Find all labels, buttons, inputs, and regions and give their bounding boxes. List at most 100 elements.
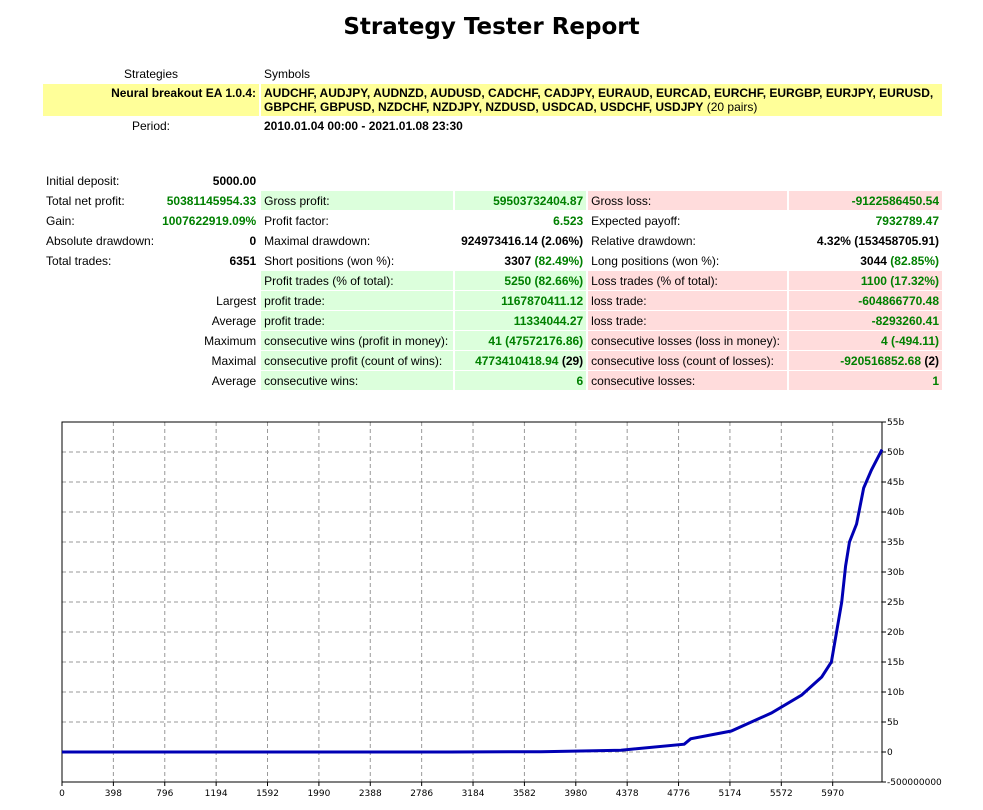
short-positions-pct: (82.49%)	[534, 253, 584, 268]
initial-deposit-value: 5000.00	[212, 173, 257, 188]
x-tick-label: 5174	[718, 789, 741, 799]
stats-table: Initial deposit: 5000.00 Total net profit…	[41, 170, 944, 391]
x-tick-label: 3582	[513, 789, 536, 799]
long-positions-pct: (82.85%)	[890, 253, 939, 268]
x-tick-label: 4776	[667, 789, 690, 799]
x-tick-label: 2786	[410, 789, 433, 799]
expected-payoff-value: 7932789.47	[875, 213, 939, 228]
x-tick-label: 796	[156, 789, 173, 799]
initial-deposit-label: Initial deposit:	[46, 173, 120, 188]
y-tick-label: 40b	[887, 508, 904, 518]
profit-factor-label: Profit factor:	[264, 213, 329, 228]
profit-trades-count: 5250	[504, 273, 532, 288]
loss-trades-label: Loss trades (% of total):	[588, 271, 788, 290]
stats-row: Maximum consecutive wins (profit in mone…	[43, 331, 942, 350]
y-tick-label: 55b	[887, 418, 904, 428]
strategy-name: Neural breakout EA 1.0.4:	[43, 84, 259, 116]
y-tick-label: -500000000	[887, 778, 942, 788]
stats-row: Average profit trade: 11334044.27 loss t…	[43, 311, 942, 330]
x-tick-label: 1592	[256, 789, 279, 799]
profit-trades-pct: (82.66%)	[534, 273, 584, 288]
profit-label: consecutive wins:	[261, 371, 454, 390]
x-tick-label: 0	[59, 789, 65, 799]
y-tick-label: 35b	[887, 538, 904, 548]
loss-value-count: (2)	[921, 353, 939, 368]
y-tick-label: 45b	[887, 478, 904, 488]
maximal-drawdown-value: 924973416.14 (2.06%)	[461, 233, 584, 248]
long-positions-count: 3044	[860, 253, 887, 268]
period-label: Period:	[131, 119, 171, 133]
pairs-count: (20 pairs)	[706, 100, 758, 114]
period-value: 2010.01.04 00:00 - 2021.01.08 23:30	[264, 119, 463, 133]
y-tick-label: 5b	[887, 718, 899, 728]
y-tick-label: 15b	[887, 658, 904, 668]
x-tick-label: 3184	[462, 789, 485, 799]
x-tick-label: 5572	[770, 789, 793, 799]
x-tick-label: 5970	[821, 789, 844, 799]
row-prefix: Largest	[216, 293, 257, 308]
y-tick-label: 10b	[887, 688, 904, 698]
loss-value: -8293260.41	[871, 313, 939, 328]
stats-row: Average consecutive wins: 6 consecutive …	[43, 371, 942, 390]
absolute-drawdown-label: Absolute drawdown:	[46, 233, 155, 248]
gross-profit-label: Gross profit:	[261, 191, 454, 210]
loss-label: consecutive losses:	[588, 371, 788, 390]
relative-drawdown-value: 4.32% (153458705.91)	[816, 233, 939, 248]
profit-trades-label: Profit trades (% of total):	[261, 271, 454, 290]
gain-label: Gain:	[46, 213, 75, 228]
header-table: Strategies Symbols Neural breakout EA 1.0…	[41, 64, 944, 136]
strategies-header: Strategies	[123, 67, 179, 81]
profit-value: 11334044.27	[513, 313, 584, 328]
y-tick-label: 25b	[887, 598, 904, 608]
profit-label: consecutive wins (profit in money):	[261, 331, 454, 350]
y-tick-label: 0	[887, 748, 893, 758]
gross-loss-value: -9122586450.54	[789, 191, 942, 210]
y-tick-label: 20b	[887, 628, 904, 638]
x-tick-label: 398	[105, 789, 122, 799]
loss-trades-count: 1100	[860, 273, 887, 288]
plot-frame	[61, 421, 883, 783]
absolute-drawdown-value: 0	[249, 233, 257, 248]
maximal-drawdown-label: Maximal drawdown:	[264, 233, 371, 248]
profit-value: 4773410418.94	[475, 353, 559, 368]
profit-label: profit trade:	[261, 291, 454, 310]
short-positions-label: Short positions (won %):	[264, 253, 395, 268]
profit-value: 6	[576, 373, 584, 388]
x-tick-label: 4378	[616, 789, 639, 799]
loss-value: -604866770.48	[858, 293, 939, 308]
symbols-list: AUDCHF, AUDJPY, AUDNZD, AUDUSD, CADCHF, …	[264, 86, 934, 114]
profit-value-count: (29)	[558, 353, 584, 368]
row-prefix: Average	[211, 313, 257, 328]
profit-value: 1167870411.12	[501, 293, 584, 308]
net-profit-value: 50381145954.33	[166, 193, 257, 208]
x-tick-label: 1194	[205, 789, 228, 799]
page-title: Strategy Tester Report	[343, 14, 640, 40]
total-trades-value: 6351	[229, 253, 257, 268]
total-trades-label: Total trades:	[46, 253, 112, 268]
row-prefix: Maximal	[211, 353, 257, 368]
gain-value: 1007622919.09%	[162, 213, 257, 228]
loss-label: loss trade:	[588, 291, 788, 310]
short-positions-count: 3307	[504, 253, 532, 268]
loss-label: consecutive losses (loss in money):	[588, 331, 788, 350]
loss-label: consecutive loss (count of losses):	[588, 351, 788, 370]
balance-chart: 0 398 796 1194 1592 1990 2388 2786 3184 3582 3980 4…	[59, 418, 942, 799]
y-tick-label: 50b	[887, 448, 904, 458]
profit-value: 41 (47572176.86)	[488, 333, 584, 348]
profit-label: consecutive profit (count of wins):	[261, 351, 454, 370]
loss-trades-pct: (17.32%)	[890, 273, 939, 288]
balance-line	[61, 448, 884, 754]
row-prefix: Maximum	[204, 333, 257, 348]
x-tick-label: 2388	[359, 789, 382, 799]
long-positions-label: Long positions (won %):	[591, 253, 720, 268]
stats-row: Maximal consecutive profit (count of win…	[43, 351, 942, 370]
row-prefix: Average	[211, 373, 257, 388]
x-tick-label: 3980	[564, 789, 587, 799]
loss-label: loss trade:	[588, 311, 788, 330]
loss-value: 1	[932, 373, 939, 388]
y-tick-label: 30b	[887, 568, 904, 578]
symbols-header: Symbols	[264, 67, 311, 81]
loss-value: -920516852.68	[840, 353, 921, 368]
gross-profit-value: 59503732404.87	[455, 191, 587, 210]
net-profit-label: Total net profit:	[46, 193, 125, 208]
